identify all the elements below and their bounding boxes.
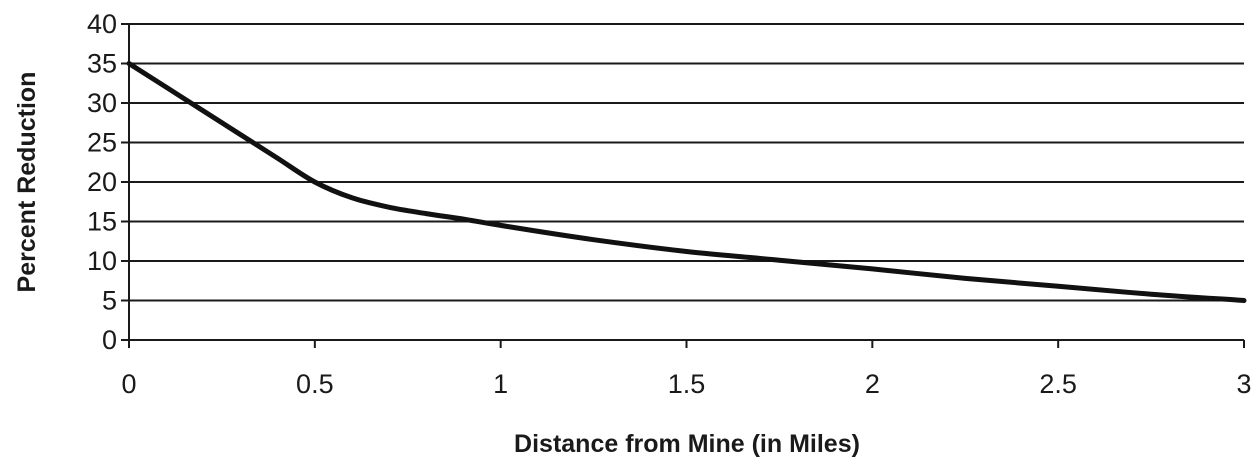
series-line — [126, 61, 1247, 303]
x-tick-label: 3 — [1236, 369, 1251, 399]
x-tick-label: 2.5 — [1039, 369, 1077, 399]
x-tick-label: 0 — [121, 369, 136, 399]
y-axis-title: Percent Reduction — [13, 72, 41, 293]
x-axis-title: Distance from Mine (in Miles) — [514, 430, 860, 458]
axis-layer — [121, 23, 1245, 348]
x-tick-label: 0.5 — [296, 369, 334, 399]
x-tick-label: 1.5 — [668, 369, 706, 399]
y-tick-label: 5 — [102, 286, 117, 316]
y-tick-label: 25 — [87, 128, 117, 158]
x-tick-label: 1 — [493, 369, 508, 399]
x-tick-label: 2 — [865, 369, 880, 399]
y-tick-label: 40 — [87, 9, 117, 39]
y-tick-label: 20 — [87, 167, 117, 197]
y-tick-label: 15 — [87, 207, 117, 237]
label-layer: 0 5 10 15 20 25 30 35 40 0 0.5 1 1.5 2 2.5 3 — [87, 9, 1252, 399]
series-layer — [126, 61, 1247, 303]
grid-layer — [129, 23, 1244, 302]
y-tick-label: 35 — [87, 49, 117, 79]
y-tick-label: 10 — [87, 246, 117, 276]
y-tick-label: 30 — [87, 88, 117, 118]
y-tick-label: 0 — [102, 325, 117, 355]
